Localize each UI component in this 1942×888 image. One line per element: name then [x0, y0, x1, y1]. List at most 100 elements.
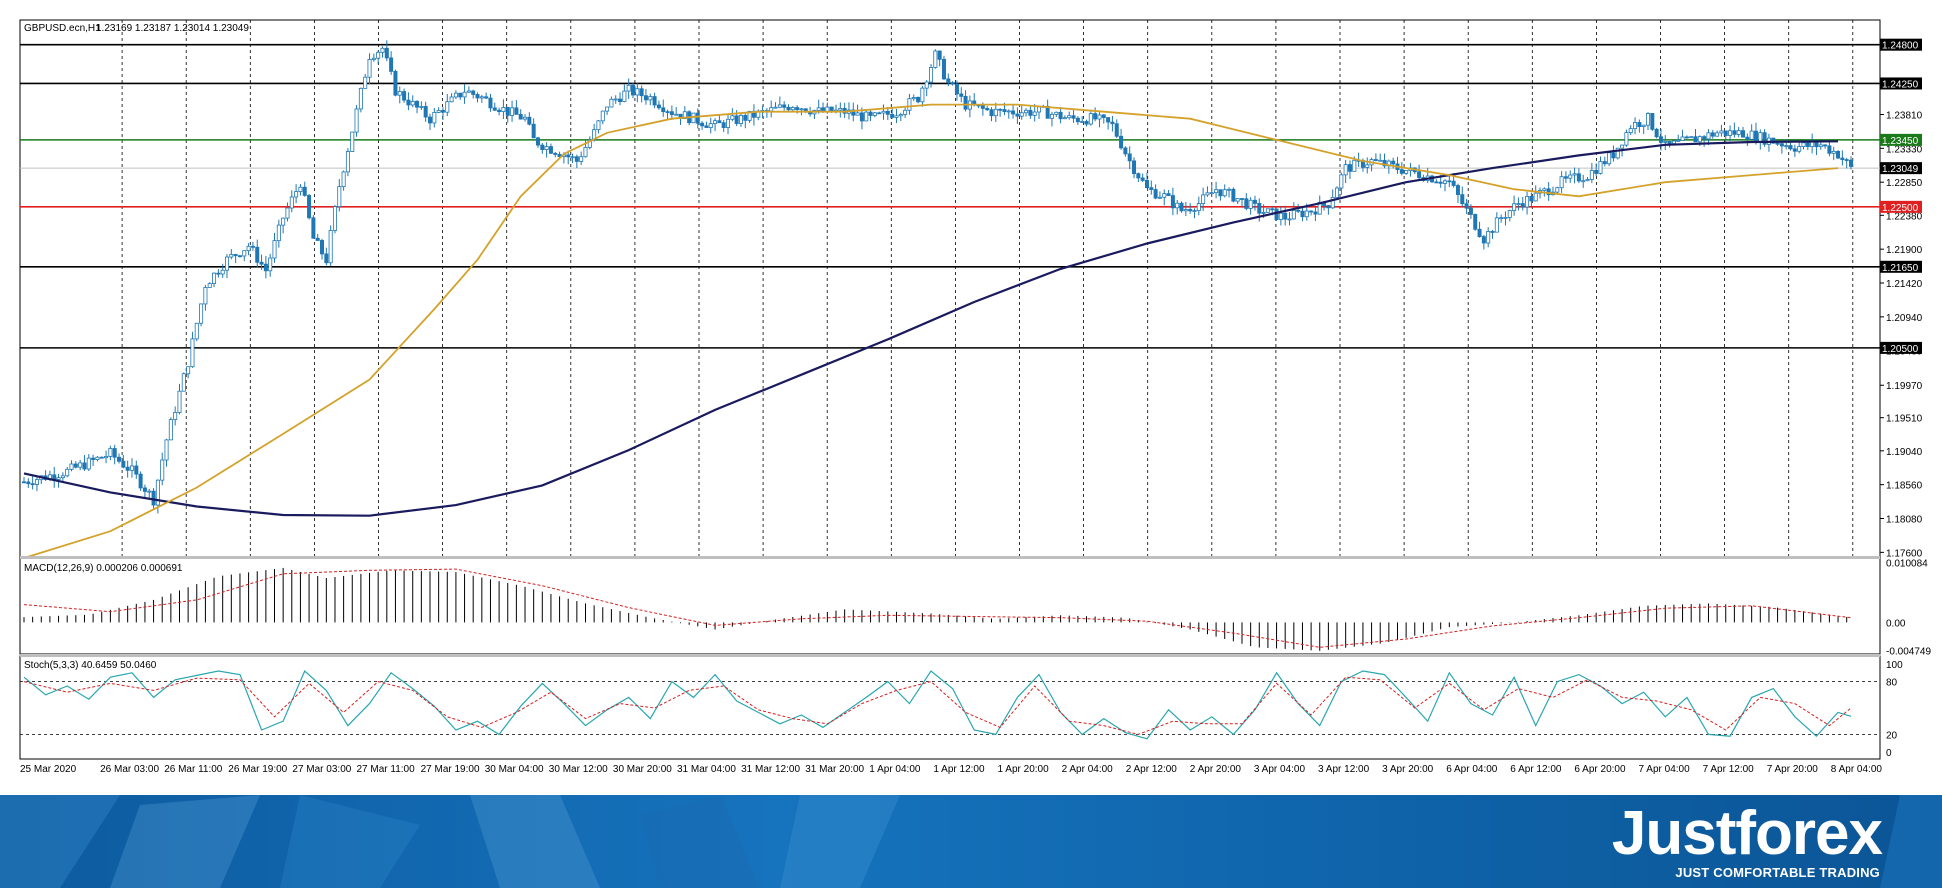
- brand-banner: Justforex JUST COMFORTABLE TRADING: [0, 795, 1942, 888]
- macd-panel[interactable]: [19, 557, 1881, 655]
- level-price-box: [1880, 260, 1922, 273]
- candle-body: [656, 104, 661, 109]
- candle-body: [332, 206, 337, 231]
- y-tick-label: 1.17600: [1886, 548, 1923, 559]
- candle-body: [1218, 189, 1223, 197]
- candle-body: [168, 419, 173, 441]
- candle-body: [816, 107, 821, 111]
- moving-averages: [23, 103, 1839, 559]
- candle-body: [1153, 189, 1158, 199]
- candle-body: [1607, 152, 1612, 165]
- candle-body: [181, 373, 186, 392]
- level-price-label: 1.24250: [1882, 79, 1919, 90]
- brand-logo: Justforex: [1611, 799, 1883, 868]
- candle-body: [220, 269, 225, 275]
- horizontal-levels: [20, 43, 1880, 349]
- candle-body: [1507, 210, 1512, 218]
- candle-body: [924, 81, 929, 89]
- candle-body: [1589, 169, 1594, 180]
- candle-body: [903, 109, 908, 115]
- x-tick-label: 27 Mar 03:00: [292, 764, 351, 775]
- candle-body: [579, 156, 584, 162]
- candle-body: [60, 475, 65, 479]
- candle-body: [1343, 164, 1348, 176]
- stoch-axis: 100 80 20 0: [1886, 660, 1903, 759]
- panel-separator-2[interactable]: [20, 654, 1880, 657]
- candle-body: [1762, 132, 1767, 145]
- candle-body: [1663, 141, 1668, 143]
- candle-body: [1831, 151, 1836, 154]
- candle-body: [1214, 189, 1219, 194]
- candle-body: [1568, 174, 1573, 179]
- candle-body: [164, 439, 169, 461]
- candles: [21, 40, 1854, 514]
- panel-separator[interactable]: [20, 556, 1880, 559]
- candle-body: [1196, 203, 1201, 211]
- candle-body: [1097, 114, 1102, 120]
- candle-body: [307, 195, 312, 219]
- x-tick-label: 3 Apr 20:00: [1382, 764, 1434, 775]
- candle-body: [497, 109, 502, 113]
- candle-body: [596, 120, 601, 131]
- candle-body: [492, 107, 497, 111]
- candle-body: [1144, 180, 1149, 189]
- candle-body: [1792, 148, 1797, 152]
- candle-body: [613, 98, 618, 101]
- candle-body: [1024, 109, 1029, 114]
- candle-body: [639, 88, 644, 97]
- candle-body: [216, 272, 221, 275]
- level-price-box: [1880, 341, 1922, 354]
- candle-body: [1231, 188, 1236, 202]
- candle-body: [600, 110, 605, 122]
- candle-body: [1797, 146, 1802, 152]
- candle-body: [937, 50, 942, 60]
- level-price-box: [1880, 133, 1922, 146]
- candle-body: [91, 457, 96, 460]
- candle-body: [268, 257, 273, 272]
- candle-body: [510, 107, 515, 116]
- candle-body: [1576, 173, 1581, 182]
- macd-y-tick-label: 0.00: [1886, 618, 1906, 629]
- price-panel[interactable]: [19, 19, 1881, 559]
- candle-body: [1684, 136, 1689, 139]
- candle-body: [1201, 194, 1206, 204]
- candle-body: [535, 137, 540, 146]
- candle-body: [1278, 212, 1283, 220]
- trading-chart[interactable]: GBPUSD.ecn,H1 1.23169 1.23187 1.23014 1.…: [0, 0, 1942, 795]
- candle-body: [1585, 179, 1590, 182]
- candle-body: [1265, 208, 1270, 213]
- candle-body: [799, 108, 804, 111]
- candle-body: [786, 106, 791, 111]
- candle-body: [263, 263, 268, 272]
- candle-body: [402, 91, 407, 101]
- candle-body: [1594, 169, 1599, 174]
- candle-body: [104, 455, 109, 459]
- candle-body: [1827, 145, 1832, 154]
- candle-body: [1287, 218, 1292, 221]
- candle-body: [523, 116, 528, 120]
- candle-body: [1378, 159, 1383, 162]
- candle-body: [440, 110, 445, 113]
- candle-body: [160, 459, 165, 481]
- candle-body: [276, 224, 281, 242]
- level-price-box: [1880, 38, 1922, 51]
- candle-body: [695, 112, 700, 124]
- candle-body: [583, 146, 588, 158]
- candle-body: [950, 82, 955, 85]
- candle-body: [1533, 192, 1538, 202]
- level-price-box: [1880, 77, 1922, 90]
- candle-body: [341, 171, 346, 188]
- candle-body: [1611, 152, 1616, 159]
- candle-body: [1399, 169, 1404, 174]
- x-tick-label: 26 Mar 19:00: [228, 764, 287, 775]
- candle-body: [415, 100, 420, 108]
- stoch-panel[interactable]: [19, 655, 1881, 760]
- x-tick-label: 26 Mar 11:00: [164, 764, 223, 775]
- candle-body: [108, 448, 113, 457]
- candle-body: [933, 50, 938, 68]
- candle-body: [665, 111, 670, 114]
- candle-body: [82, 462, 87, 470]
- candle-body: [1132, 160, 1137, 175]
- candle-body: [1274, 208, 1279, 220]
- candle-body: [1615, 147, 1620, 159]
